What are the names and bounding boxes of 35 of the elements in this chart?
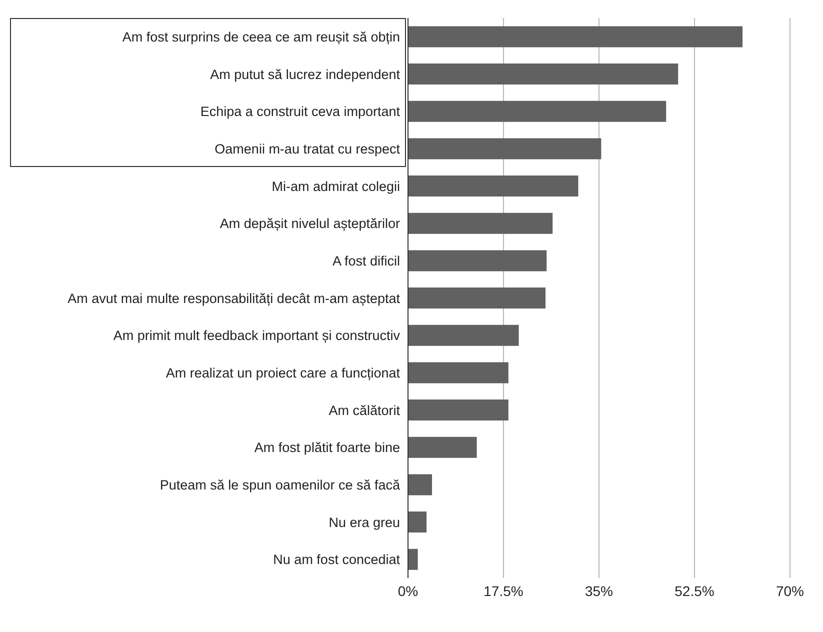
bar [408, 474, 432, 496]
bar [408, 64, 678, 85]
y-tick-label: Am realizat un proiect care a funcționat [166, 365, 400, 380]
bar [408, 548, 418, 570]
y-tick-label: Oamenii m-au tratat cu respect [214, 141, 400, 156]
y-tick-label: Am primit mult feedback important și constructiv [113, 328, 400, 344]
bar [408, 512, 427, 533]
y-tick-label: Nu era greu [328, 514, 400, 530]
bar [408, 212, 553, 234]
x-tick-label: 0% [398, 582, 418, 599]
bar [408, 250, 547, 272]
bar [408, 100, 666, 122]
y-tick-label: Echipa a construit ceva important [200, 104, 400, 120]
y-tick-label: Nu am fost concediat [273, 552, 400, 568]
bar [408, 436, 477, 458]
x-tick-label: 52.5% [674, 582, 714, 599]
x-tick-label: 70% [776, 582, 804, 599]
y-tick-label: Puteam să le spun oamenilor ce să facă [160, 477, 400, 492]
bar [408, 288, 546, 309]
bar [408, 138, 602, 160]
bar [408, 324, 519, 346]
y-tick-label: Am fost plătit foarte bine [254, 440, 400, 456]
x-tick-label: 35% [584, 582, 614, 599]
bar [408, 362, 508, 384]
y-tick-label: Am călătorit [328, 402, 400, 418]
bar [408, 26, 743, 48]
y-tick-label: A fost dificil [332, 253, 400, 268]
y-tick-label: Am avut mai multe responsabilități decât m-am așteptat [68, 290, 400, 306]
y-tick-label: Am putut să lucrez independent [210, 66, 400, 82]
x-tick-label: 17.5% [484, 582, 524, 599]
y-tick-label: Mi-am admirat colegii [272, 178, 400, 194]
y-tick-label: Am depășit nivelul așteptărilor [220, 216, 400, 232]
bar [408, 176, 578, 197]
bar [408, 400, 508, 421]
y-tick-label: Am fost surprins de ceea ce am reușit să obțin [122, 29, 400, 44]
